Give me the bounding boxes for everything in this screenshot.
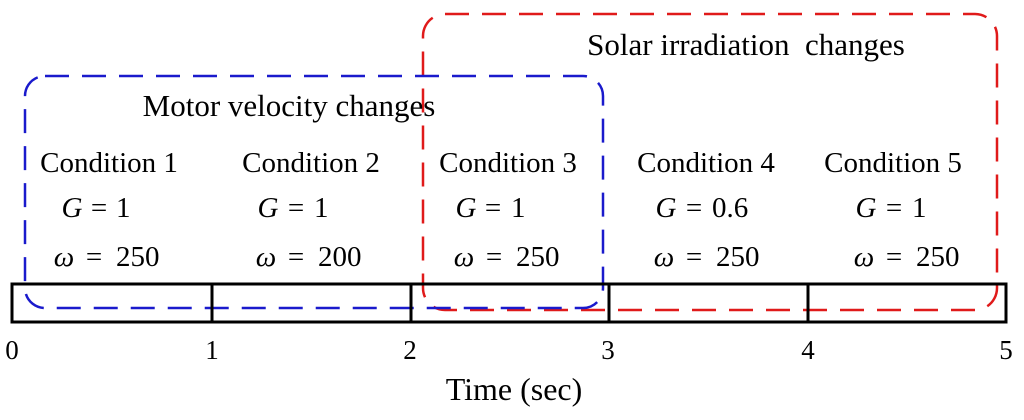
tick-label-5: 5 xyxy=(999,335,1013,365)
omega-variable: ω xyxy=(256,241,276,273)
equals-sign: = xyxy=(886,241,902,273)
omega-value: 200 xyxy=(318,241,362,273)
omega-value: 250 xyxy=(516,241,560,273)
equals-sign: = xyxy=(886,192,902,224)
g-variable: G xyxy=(856,192,877,224)
g-variable: G xyxy=(656,192,677,224)
g-value: 1 xyxy=(314,192,329,224)
timeline-bar xyxy=(10,282,1008,324)
g-variable: G xyxy=(456,192,477,224)
omega-value: 250 xyxy=(916,241,960,273)
omega-variable: ω xyxy=(454,241,474,273)
tick-label-0: 0 xyxy=(5,335,19,365)
condition-5: Condition 5 G = 1 ω = 250 xyxy=(824,147,962,273)
g-value: 1 xyxy=(511,192,526,224)
omega-variable: ω xyxy=(854,241,874,273)
tick-label-2: 2 xyxy=(403,335,417,365)
equals-sign: = xyxy=(288,192,304,224)
condition-title: Condition 5 xyxy=(824,147,962,179)
tick-label-3: 3 xyxy=(601,335,615,365)
g-variable: G xyxy=(258,192,279,224)
tick-label-4: 4 xyxy=(801,335,815,365)
omega-variable: ω xyxy=(654,241,674,273)
g-value: 1 xyxy=(116,192,131,224)
equals-sign: = xyxy=(86,241,102,273)
axis-title: Time (sec) xyxy=(446,371,583,407)
equals-sign: = xyxy=(288,241,304,273)
solar-region-box xyxy=(421,12,999,312)
g-value: 1 xyxy=(912,192,927,224)
motor-region-label: Motor velocity changes xyxy=(143,88,436,123)
condition-3: Condition 3 G = 1 ω = 250 xyxy=(439,147,577,273)
condition-4: Condition 4 G = 0.6 ω = 250 xyxy=(637,147,775,273)
omega-value: 250 xyxy=(116,241,160,273)
condition-2: Condition 2 G = 1 ω = 200 xyxy=(242,147,380,273)
equals-sign: = xyxy=(686,192,702,224)
equals-sign: = xyxy=(686,241,702,273)
condition-title: Condition 3 xyxy=(439,147,577,179)
condition-title: Condition 4 xyxy=(637,147,775,179)
equals-sign: = xyxy=(485,192,501,224)
solar-region-label: Solar irradiation changes xyxy=(587,27,905,62)
tick-label-1: 1 xyxy=(205,335,219,365)
condition-1: Condition 1 G = 1 ω = 250 xyxy=(40,147,178,273)
motor-region-box xyxy=(23,74,605,310)
g-variable: G xyxy=(62,192,83,224)
equals-sign: = xyxy=(91,192,107,224)
condition-title: Condition 2 xyxy=(242,147,380,179)
g-value: 0.6 xyxy=(712,192,748,224)
condition-title: Condition 1 xyxy=(40,147,178,179)
omega-value: 250 xyxy=(716,241,760,273)
equals-sign: = xyxy=(486,241,502,273)
omega-variable: ω xyxy=(54,241,74,273)
